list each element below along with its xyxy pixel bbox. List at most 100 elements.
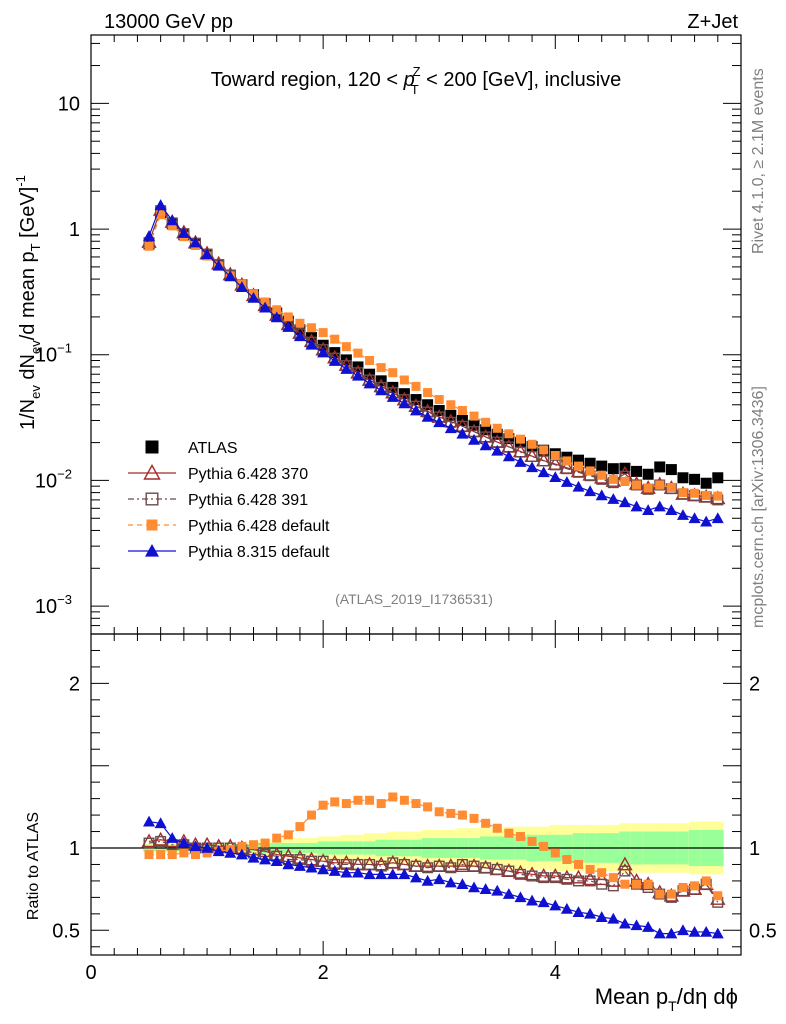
ratio-pythia-8-315-default-point	[468, 881, 481, 893]
series-pythia-6-428-default-point	[608, 474, 618, 484]
series-pythia-6-428-default-point	[295, 318, 305, 328]
process-label: Z+Jet	[687, 11, 738, 33]
ratio-pythia-6-428-default-point	[678, 883, 688, 893]
legend: ATLAS Pythia 6.428 370 Pythia 6.428 391 Pyt…	[128, 440, 330, 561]
series-pythia-8-315-default-point	[584, 485, 597, 497]
xlabel-t: T	[668, 998, 677, 1014]
legend-label: Pythia 6.428 default	[188, 518, 330, 535]
ylabel-c: /d mean p	[17, 251, 39, 340]
series-pythia-8-315-default-point	[549, 471, 562, 483]
series-pythia-6-428-default-point	[376, 363, 386, 373]
series-pythia-8-315-default-point	[618, 496, 631, 508]
ratio-pythia-6-428-default-point	[666, 889, 676, 899]
ylabel-d: [GeV]	[17, 187, 39, 244]
series-atlas-point	[665, 464, 677, 476]
ratio-pythia-6-428-default-point	[469, 813, 479, 823]
series-atlas-point	[596, 460, 608, 472]
y-tick-label: 10	[58, 93, 80, 115]
series-pythia-8-315-default-point	[224, 270, 237, 282]
ratio-pythia-8-315-default-point	[317, 863, 330, 875]
series-atlas-point	[329, 347, 341, 359]
ylabel-t: T	[28, 243, 43, 251]
series-pythia-6-428-default-point	[330, 334, 340, 344]
x-tick-label: 0	[85, 962, 96, 984]
series-pythia-6-428-default-point	[690, 488, 700, 498]
series-pythia-8-315-default-point	[630, 500, 643, 512]
ratio-pythia-8-315-default-point	[247, 851, 260, 863]
rivet-label: Rivet 4.1.0, ≥ 2.1M events	[750, 68, 767, 254]
series-atlas-point	[654, 461, 666, 473]
ratio-pythia-6-428-default-point	[620, 879, 630, 889]
ratio-pythia-6-428-391-point	[480, 862, 492, 874]
legend-label: Pythia 6.428 370	[188, 466, 308, 483]
ratio-pythia-6-428-default-point	[574, 859, 583, 869]
ratio-pythia-6-428-391-point	[468, 860, 480, 872]
plot-title-part-a: Toward region, 120 <	[211, 69, 404, 91]
ratio-y-tick-label: 0.5	[52, 920, 80, 942]
legend-marker	[145, 544, 159, 557]
y-tick-base: 1	[69, 219, 80, 241]
plot-title-pt: p	[403, 69, 415, 91]
series-pythia-8-315-default-point	[468, 433, 481, 445]
ratio-pythia-8-315-default-point	[595, 911, 608, 922]
ratio-pythia-6-428-370-point	[443, 858, 459, 873]
series-pythia-6-428-default-point	[144, 241, 154, 251]
legend-item: Pythia 6.428 default	[128, 518, 330, 535]
x-axis-label: Mean pT/dη dϕ	[595, 984, 738, 1014]
series-pythia-8-315-default-point	[700, 515, 713, 527]
ratio-pythia-6-428-default-point	[632, 879, 642, 889]
ratio-axis-label: Ratio to ATLAS	[25, 812, 42, 920]
ratio-panel: 0 2 4 0.5 0.5 1 1 2 2	[52, 633, 777, 984]
series-pythia-8-315-default-point	[375, 384, 388, 396]
series-pythia-8-315-default-point	[665, 504, 678, 515]
series-pythia-8-315-default-point	[340, 363, 353, 374]
ratio-pythia-8-315-default-point	[154, 817, 167, 829]
series-pythia-6-428-391-point	[549, 459, 561, 471]
series-pythia-6-428-default-point	[527, 439, 537, 449]
ratio-pythia-8-315-default-point	[700, 925, 713, 937]
x-tick-label: 4	[550, 962, 561, 984]
ratio-pythia-6-428-391-point	[456, 858, 468, 870]
series-pythia-6-428-391-point	[654, 479, 666, 491]
plot-title-sub: T	[411, 82, 419, 97]
series-pythia-6-428-default-point	[492, 423, 502, 433]
series-pythia-8-315-default-point	[502, 450, 515, 462]
series-pythia-6-428-default-point	[574, 461, 583, 471]
ratio-pythia-6-428-370-point	[582, 871, 598, 886]
ratio-pythia-8-315-default-point	[537, 896, 550, 908]
y-tick-label: 10−2	[35, 466, 72, 492]
series-pythia-8-315-default-point	[653, 500, 666, 512]
series-pythia-8-315-default-point	[479, 439, 492, 451]
ratio-pythia-6-428-391-point	[503, 865, 515, 877]
ratio-y-tick-label-right: 2	[749, 673, 760, 695]
ratio-pythia-6-428-default-point	[446, 808, 456, 818]
ratio-pythia-6-428-391-point	[387, 857, 399, 869]
ratio-pythia-8-315-default-point	[479, 883, 492, 894]
series-pythia-6-428-391-point	[631, 479, 643, 491]
ratio-pythia-8-315-default-point	[433, 873, 446, 885]
series-pythia-6-428-default-point	[655, 480, 665, 490]
ratio-pythia-6-428-default-point	[411, 799, 421, 809]
series-pythia-6-428-default-point	[562, 456, 572, 466]
ratio-pythia-6-428-default-point	[144, 850, 154, 860]
series-pythia-6-428-default-point	[620, 477, 630, 487]
ratio-pythia-8-315-default-point	[224, 846, 237, 858]
series-pythia-8-315-default-point	[247, 291, 260, 303]
ratio-pythia-8-315-default-point	[351, 866, 364, 878]
series-atlas-point	[700, 477, 712, 489]
ratio-pythia-6-428-default-point	[353, 795, 363, 805]
series-atlas-point	[689, 473, 701, 485]
ratio-pythia-8-315-default-point	[282, 858, 295, 870]
ratio-pythia-8-315-default-point	[386, 868, 399, 880]
ratio-pythia-6-428-default-point	[423, 802, 433, 812]
x-tick-label: 2	[318, 962, 329, 984]
y-tick-label: 10−3	[35, 592, 72, 618]
ratio-y-tick-label: 1	[69, 838, 80, 860]
ratio-pythia-6-428-370-point	[559, 869, 575, 884]
ratio-pythia-8-315-default-point	[642, 921, 655, 932]
ratio-pythia-8-315-default-point	[665, 927, 678, 939]
series-pythia-8-315-default-point	[270, 311, 283, 323]
series-pythia-8-315-default-point	[642, 504, 655, 515]
legend-item: Pythia 8.315 default	[128, 544, 330, 561]
